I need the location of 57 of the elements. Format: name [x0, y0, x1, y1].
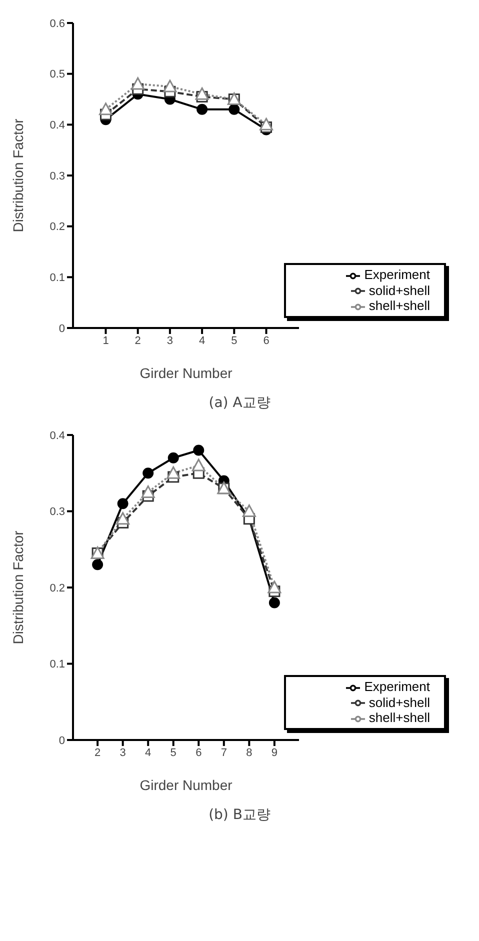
text: (b) B교량: [208, 806, 272, 824]
y-tick-label: 0.3: [50, 170, 65, 182]
x-tick-label: 1: [102, 334, 109, 347]
point: [242, 504, 256, 517]
legend-label: shell+shell: [368, 298, 430, 314]
point: [228, 104, 240, 115]
legend-label: Experiment: [364, 679, 430, 694]
y-tick-label: 0: [58, 322, 65, 335]
y-axis-title: Distribution Factor: [10, 530, 26, 644]
x-tick-label: 7: [220, 746, 227, 759]
point: [166, 466, 180, 479]
y-tick-label: 0: [58, 734, 65, 747]
point: [260, 118, 273, 130]
point: [99, 102, 112, 116]
point: [142, 468, 154, 479]
point: [117, 498, 128, 510]
y-tick-label: 0.2: [50, 221, 65, 234]
point: [163, 80, 177, 92]
y-tick-label: 0.1: [50, 272, 65, 284]
y-tick-label: 0.2: [50, 582, 65, 594]
point: [196, 104, 208, 115]
point: [116, 512, 130, 525]
y-tick-label: 0.4: [50, 430, 65, 442]
x-tick-label: 6: [196, 746, 202, 759]
legend-label: solid+shell: [368, 694, 430, 710]
x-tick-label: 5: [231, 334, 238, 347]
x-axis-title: Girder Number: [140, 777, 233, 793]
y-tick-label: 0.5: [50, 68, 65, 81]
text: (a) A교량: [208, 394, 272, 412]
y-axis-title: Distribution Factor: [10, 118, 26, 232]
x-tick-label: 2: [134, 334, 141, 347]
point: [193, 444, 204, 456]
point: [192, 458, 206, 472]
x-tick-label: 3: [120, 746, 126, 759]
x-tick-label: 2: [94, 746, 101, 759]
x-tick-label: 9: [271, 746, 278, 759]
y-tick-label: 0.3: [50, 506, 65, 518]
y-tick-label: 0.4: [50, 120, 65, 132]
point: [141, 485, 155, 498]
x-tick-label: 8: [246, 746, 252, 759]
legend-label: solid+shell: [368, 282, 430, 298]
point: [131, 77, 145, 90]
x-tick-label: 4: [145, 746, 152, 759]
y-tick-label: 0.1: [50, 658, 65, 671]
legend-label: shell+shell: [368, 710, 430, 726]
x-tick-label: 5: [170, 746, 176, 759]
point: [268, 580, 282, 594]
x-tick-label: 6: [263, 334, 270, 347]
x-tick-label: 4: [198, 334, 206, 347]
legend-label: Experiment: [364, 267, 430, 282]
y-tick-label: 0.6: [50, 18, 65, 30]
point: [92, 559, 104, 570]
point: [268, 597, 280, 608]
point: [168, 452, 179, 464]
x-tick-label: 3: [166, 334, 174, 347]
x-axis-title: Girder Number: [140, 365, 233, 381]
point: [195, 87, 209, 100]
